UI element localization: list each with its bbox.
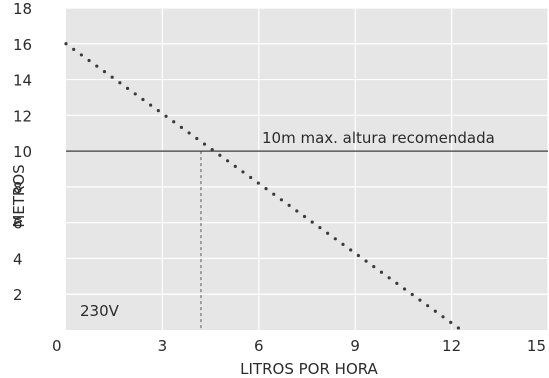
y-tick-label: 8 <box>13 179 23 197</box>
reference-line-label: 10m max. altura recomendada <box>262 129 495 147</box>
y-axis-label: METROS <box>10 164 28 227</box>
y-tick-label: 2 <box>13 286 23 304</box>
x-tick-label: 3 <box>158 337 168 355</box>
x-tick-label: 15 <box>527 337 546 355</box>
y-tick-label: 10 <box>13 143 32 161</box>
x-tick-label: 0 <box>52 337 62 355</box>
y-tick-label: 4 <box>13 250 23 268</box>
voltage-annotation: 230V <box>80 302 120 320</box>
y-tick-label: 18 <box>13 0 32 18</box>
x-tick-label: 9 <box>350 337 360 355</box>
y-tick-label: 16 <box>13 36 32 54</box>
x-tick-label: 6 <box>254 337 264 355</box>
y-tick-label: 14 <box>13 72 32 90</box>
x-axis-ticks: 0 3 6 9 12 15 <box>52 337 546 355</box>
y-tick-label: 12 <box>13 107 32 125</box>
y-tick-label: 6 <box>13 215 23 233</box>
y-axis-ticks: 2 4 6 8 10 12 14 16 18 <box>13 0 32 304</box>
plot-background <box>66 8 548 330</box>
x-tick-label: 12 <box>442 337 461 355</box>
x-axis-label: LITROS POR HORA <box>240 360 378 378</box>
